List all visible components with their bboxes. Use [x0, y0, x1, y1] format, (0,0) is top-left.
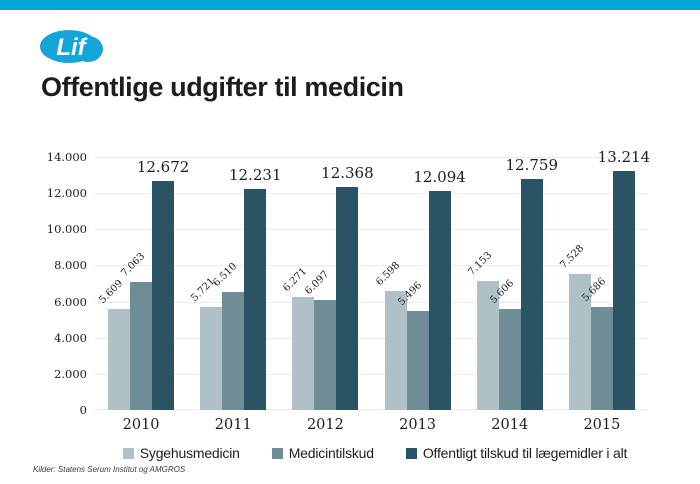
gridline	[95, 337, 648, 339]
bar-2014-s1	[498, 308, 521, 410]
bar-2013-s1	[406, 310, 429, 410]
gridline	[95, 409, 648, 410]
y-tick-label: 14.000	[46, 150, 87, 164]
bar-2012-s2	[336, 186, 359, 410]
x-tick-label: 2010	[122, 417, 160, 433]
bar-value-label: 6.598	[373, 259, 402, 288]
y-tick-label: 0	[79, 403, 87, 417]
bar-2014-s2	[520, 179, 543, 410]
legend-item: Offentligt tilskud til lægemidler i alt	[405, 445, 628, 461]
legend-swatch	[271, 447, 283, 459]
y-tick-label: 8.000	[54, 258, 87, 273]
y-tick-label: 6.000	[54, 294, 87, 309]
bar-2014-s0	[476, 280, 499, 410]
x-tick-label: 2015	[583, 417, 621, 433]
bar-2013-s0	[384, 290, 407, 410]
bar-2011-s2	[244, 188, 267, 410]
bar-value-label: 12.672	[136, 158, 190, 176]
page-title: Offentlige udgifter til medicin	[41, 72, 404, 102]
lif-logo-text: Lif	[56, 34, 87, 61]
bar-value-label: 12.231	[229, 165, 282, 184]
bar-2010-s2	[152, 181, 175, 410]
legend-swatch	[122, 447, 134, 459]
gridline	[95, 193, 648, 195]
lif-logo-ellipse2	[73, 36, 103, 62]
y-axis: 0 2.000 4.000 6.000 8.000 10.000 12.000 14.000	[0, 151, 87, 416]
bar-2012-s0	[292, 296, 315, 410]
gridline	[95, 301, 648, 303]
bar-2011-s0	[200, 306, 223, 410]
y-tick-label: 10.000	[46, 222, 87, 237]
y-tick-label: 4.000	[54, 330, 87, 345]
x-axis: 2010 2011 2012 2013 2014 2015	[95, 417, 648, 437]
bar-value-label: 13.214	[597, 148, 651, 167]
x-tick-label: 2012	[306, 417, 344, 433]
bar-value-label: 12.094	[413, 168, 466, 187]
legend: Sygehusmedicin Medicintilskud Offentligt t…	[95, 445, 655, 461]
bar-2013-s2	[428, 191, 451, 410]
bar-2012-s1	[314, 299, 337, 410]
y-tick-label: 12.000	[46, 186, 87, 201]
bar-2010-s0	[108, 308, 131, 410]
legend-label: Offentligt tilskud til lægemidler i alt	[422, 445, 628, 461]
bar-value-label: 7.528	[558, 242, 587, 271]
gridline	[95, 157, 648, 158]
gridline	[95, 265, 648, 267]
legend-label: Sygehusmedicin	[139, 445, 240, 461]
bar-2015-s0	[568, 273, 591, 410]
x-tick-label: 2011	[214, 417, 252, 433]
bar-2011-s1	[222, 292, 245, 410]
legend-item: Medicintilskud	[271, 445, 374, 461]
bar-2010-s1	[130, 282, 153, 410]
bar-value-label: 12.368	[321, 163, 374, 182]
top-accent-bar	[0, 0, 700, 10]
lif-logo: Lif	[40, 30, 103, 63]
bar-value-label: 7.153	[465, 249, 495, 278]
bar-value-label: 12.759	[505, 156, 559, 175]
source-note: Kilder: Statens Serum Institut og AMGROS	[33, 465, 186, 474]
x-tick-label: 2013	[399, 417, 437, 433]
gridline	[95, 373, 648, 375]
bar-2015-s2	[612, 171, 635, 410]
bar-2015-s1	[590, 307, 613, 410]
legend-item: Sygehusmedicin	[122, 445, 240, 461]
gridline	[95, 229, 648, 231]
x-tick-label: 2014	[491, 417, 529, 433]
legend-swatch	[405, 447, 417, 459]
legend-label: Medicintilskud	[288, 445, 374, 461]
plot-area: 5.609 7.063 12.672 5.721 6.510 12.231 6.271 6.0…	[95, 148, 650, 410]
y-tick-label: 2.000	[54, 366, 87, 381]
